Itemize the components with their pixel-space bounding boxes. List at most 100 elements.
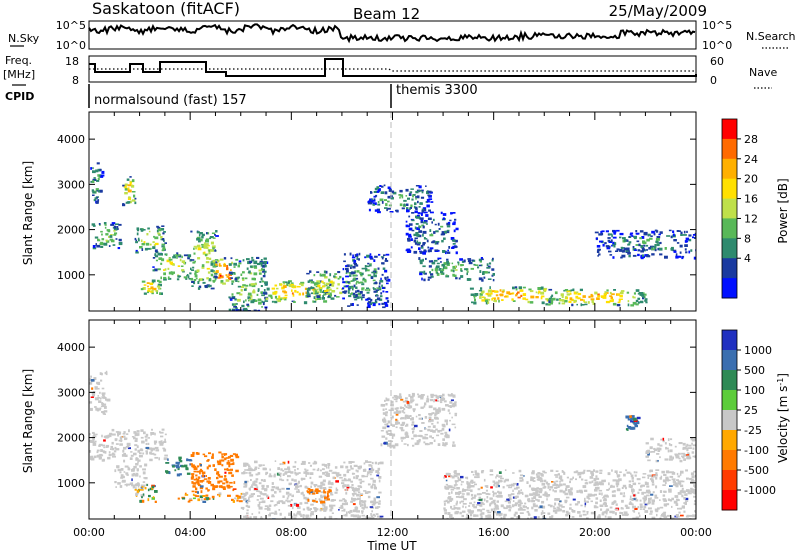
time-tick-label: 00:00 bbox=[680, 526, 712, 539]
power-cell bbox=[628, 250, 630, 253]
vel-cell bbox=[680, 471, 684, 474]
vel-cell bbox=[504, 500, 508, 503]
vel-cell bbox=[401, 410, 404, 413]
vel-cell bbox=[642, 497, 645, 500]
power-cell bbox=[519, 289, 524, 292]
vel-cell bbox=[306, 517, 311, 519]
vel-cell bbox=[629, 498, 632, 501]
vel-cell bbox=[455, 510, 459, 514]
vel-cell bbox=[334, 491, 338, 494]
vel-cell bbox=[553, 482, 557, 485]
power-cell bbox=[157, 279, 160, 282]
vel-cell bbox=[249, 468, 253, 472]
power-colorbar-cell bbox=[722, 218, 737, 239]
vel-cell bbox=[348, 461, 352, 464]
vel-cell bbox=[418, 417, 423, 420]
power-cell bbox=[98, 223, 101, 225]
power-cell bbox=[160, 236, 163, 239]
vel-cell bbox=[493, 502, 497, 505]
vel-cell bbox=[370, 507, 374, 509]
vel-cell bbox=[130, 451, 133, 453]
vel-cell bbox=[112, 455, 116, 458]
vel-cell bbox=[633, 471, 636, 474]
vel-cell bbox=[538, 478, 541, 481]
vel-cell bbox=[107, 434, 112, 438]
vel-cell bbox=[227, 469, 230, 472]
power-cell bbox=[161, 225, 165, 227]
power-cell bbox=[640, 245, 644, 248]
power-cell bbox=[605, 300, 610, 304]
power-cell bbox=[410, 246, 413, 249]
power-cell bbox=[384, 304, 389, 307]
vel-cell bbox=[444, 512, 448, 515]
power-region bbox=[342, 252, 391, 309]
vel-cell bbox=[154, 456, 159, 459]
vel-cell bbox=[534, 509, 538, 512]
vel-cell bbox=[305, 516, 308, 519]
vel-cell bbox=[562, 510, 566, 513]
vel-cell bbox=[339, 476, 343, 479]
vel-cell bbox=[199, 468, 203, 471]
vel-cell bbox=[560, 479, 564, 482]
vel-cell bbox=[97, 382, 101, 385]
vel-cell bbox=[625, 513, 629, 517]
power-cell bbox=[453, 221, 456, 224]
vel-cell bbox=[615, 479, 620, 483]
vel-cell bbox=[647, 474, 651, 477]
vel-cell bbox=[121, 436, 124, 438]
vel-cell bbox=[393, 395, 397, 398]
vel-cell bbox=[278, 490, 282, 493]
vel-cell bbox=[359, 501, 362, 505]
power-cell bbox=[690, 249, 693, 252]
power-cell bbox=[443, 237, 446, 240]
vel-cell bbox=[140, 494, 145, 497]
vel-cell bbox=[383, 442, 386, 445]
vel-cell bbox=[474, 495, 477, 497]
vel-cell bbox=[217, 480, 221, 484]
power-cell bbox=[366, 269, 370, 272]
power-cell bbox=[612, 302, 617, 306]
vel-cell bbox=[480, 501, 483, 505]
vel-cell bbox=[385, 425, 389, 428]
vel-cell bbox=[326, 474, 330, 477]
power-cell bbox=[152, 269, 155, 272]
power-cell bbox=[369, 255, 373, 259]
power-cell bbox=[487, 289, 492, 293]
power-cell bbox=[98, 190, 100, 193]
power-cell bbox=[375, 194, 378, 197]
vel-cell bbox=[388, 440, 391, 442]
vel-cell bbox=[101, 403, 104, 406]
power-cell bbox=[154, 249, 158, 253]
power-cell bbox=[229, 297, 232, 300]
power-cell bbox=[382, 267, 386, 270]
vel-cell bbox=[351, 488, 355, 491]
vel-cell bbox=[328, 480, 331, 484]
vel-cell bbox=[293, 514, 298, 517]
vel-cell bbox=[318, 475, 323, 478]
power-cell bbox=[264, 281, 268, 285]
vel-cell bbox=[630, 472, 632, 475]
vel-cell bbox=[260, 479, 264, 482]
power-cell bbox=[210, 287, 215, 290]
power-cell bbox=[306, 291, 310, 295]
power-cell bbox=[345, 272, 348, 275]
power-cell bbox=[270, 296, 273, 299]
vel-cell bbox=[537, 472, 541, 474]
power-cell bbox=[101, 233, 103, 236]
power-cell bbox=[135, 251, 139, 254]
power-cell bbox=[234, 277, 238, 281]
power-cell bbox=[678, 255, 681, 258]
vel-cell bbox=[494, 504, 499, 508]
power-cell bbox=[441, 263, 446, 267]
power-cell bbox=[410, 204, 413, 208]
vel-cell bbox=[200, 498, 203, 501]
vel-cell bbox=[89, 378, 92, 381]
vel-cell bbox=[195, 487, 198, 491]
vel-cell bbox=[567, 490, 572, 493]
vel-cell bbox=[178, 456, 182, 460]
vel-cell bbox=[565, 488, 568, 492]
vel-cell bbox=[485, 489, 488, 492]
power-cell bbox=[559, 298, 561, 300]
power-cell bbox=[440, 211, 443, 215]
vel-cell bbox=[496, 508, 500, 510]
